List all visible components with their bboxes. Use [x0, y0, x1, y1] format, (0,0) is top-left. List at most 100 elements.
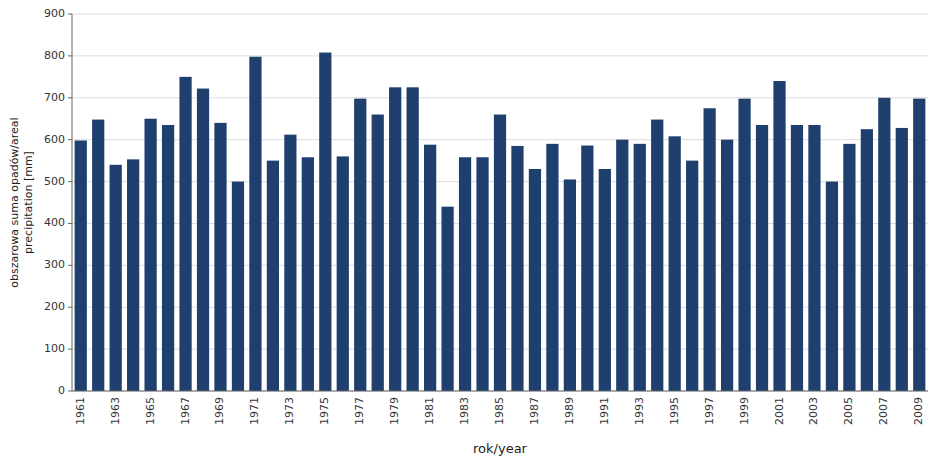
bar	[319, 53, 331, 391]
y-tick	[68, 265, 72, 266]
x-tick-label: 2003	[807, 397, 820, 425]
bar	[372, 115, 384, 391]
x-tick-label: 2007	[877, 397, 890, 425]
bar	[267, 161, 279, 391]
bar	[232, 182, 244, 391]
y-axis-line	[72, 14, 73, 391]
bar	[791, 125, 803, 391]
y-tick	[68, 391, 72, 392]
bar	[669, 136, 681, 391]
bar	[651, 120, 663, 391]
x-tick-label: 1985	[493, 397, 506, 425]
x-tick-label: 2009	[912, 397, 925, 425]
bar	[738, 99, 750, 391]
bar	[704, 108, 716, 391]
y-axis: 0100200300400500600700800900	[44, 7, 72, 397]
bar	[337, 156, 349, 391]
y-tick	[68, 349, 72, 350]
bar	[441, 207, 453, 391]
y-tick-label: 700	[44, 91, 65, 104]
bar	[896, 128, 908, 391]
bar	[162, 125, 174, 391]
x-tick-label: 1977	[353, 397, 366, 425]
y-tick	[68, 14, 72, 15]
bar	[634, 144, 646, 391]
x-tick-label: 1965	[144, 397, 157, 425]
x-tick-label: 1997	[703, 397, 716, 425]
x-tick-label: 1995	[668, 397, 681, 425]
x-tick-label: 1961	[74, 397, 87, 425]
bar	[249, 57, 261, 391]
bar	[144, 119, 156, 391]
x-tick-label: 1987	[528, 397, 541, 425]
bar	[546, 144, 558, 391]
bar	[616, 140, 628, 391]
bar	[756, 125, 768, 391]
y-axis-label-line: precipitation [mm]	[22, 151, 35, 254]
x-tick-label: 1983	[458, 397, 471, 425]
bar	[214, 123, 226, 391]
bar	[529, 169, 541, 391]
x-tick-label: 1963	[109, 397, 122, 425]
bar	[459, 157, 471, 391]
bar	[564, 179, 576, 391]
y-tick-label: 0	[58, 384, 65, 397]
x-tick-label: 1999	[738, 397, 751, 425]
x-tick-label: 1975	[318, 397, 331, 425]
x-axis: 1961196319651967196919711973197519771979…	[74, 397, 926, 425]
bar	[808, 125, 820, 391]
y-tick-label: 800	[44, 49, 65, 62]
x-axis-line	[72, 391, 928, 392]
bar	[302, 157, 314, 391]
bar	[197, 89, 209, 391]
bar	[75, 141, 87, 391]
bar	[861, 129, 873, 391]
x-tick-label: 1967	[179, 397, 192, 425]
bars	[75, 53, 926, 391]
chart-container: 0100200300400500600700800900196119631965…	[0, 0, 944, 463]
bar	[843, 144, 855, 391]
bar	[389, 87, 401, 391]
bar	[424, 145, 436, 391]
y-tick-label: 200	[44, 300, 65, 313]
x-tick-label: 1973	[283, 397, 296, 425]
y-tick	[68, 97, 72, 98]
bar	[878, 98, 890, 391]
x-axis-label: rok/year	[473, 441, 528, 456]
y-tick	[68, 223, 72, 224]
bar	[599, 169, 611, 391]
y-tick	[68, 55, 72, 56]
x-tick-label: 1979	[388, 397, 401, 425]
bar	[511, 146, 523, 391]
y-axis-label: obszarowa suma opadów/arealprecipitation…	[8, 117, 35, 287]
y-tick	[68, 181, 72, 182]
bar	[110, 165, 122, 391]
bar	[354, 99, 366, 391]
y-tick-label: 400	[44, 216, 65, 229]
y-tick-label: 100	[44, 342, 65, 355]
bar	[407, 87, 419, 391]
x-tick-label: 1991	[598, 397, 611, 425]
y-tick	[68, 139, 72, 140]
bar	[179, 77, 191, 391]
x-tick-label: 2001	[773, 397, 786, 425]
bar	[92, 120, 104, 391]
bar	[581, 146, 593, 391]
bar	[773, 81, 785, 391]
bar	[127, 159, 139, 391]
chart: 0100200300400500600700800900196119631965…	[0, 0, 944, 463]
x-tick-label: 1969	[213, 397, 226, 425]
grid-line	[72, 14, 928, 15]
bar	[494, 115, 506, 391]
x-tick-label: 1981	[423, 397, 436, 425]
y-axis-label-line: obszarowa suma opadów/areal	[8, 117, 21, 287]
bar	[721, 140, 733, 391]
x-tick-label: 1993	[633, 397, 646, 425]
grid	[72, 14, 928, 391]
y-tick-label: 300	[44, 258, 65, 271]
y-tick-label: 900	[44, 7, 65, 20]
y-tick-label: 500	[44, 175, 65, 188]
page: {"chart_data": {"type": "bar", "categori…	[0, 0, 944, 463]
bar	[284, 135, 296, 391]
bar	[826, 182, 838, 391]
